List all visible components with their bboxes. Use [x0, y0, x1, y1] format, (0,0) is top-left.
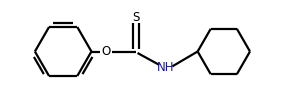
Text: O: O — [102, 45, 111, 58]
Text: NH: NH — [157, 61, 175, 74]
Text: S: S — [132, 11, 140, 24]
